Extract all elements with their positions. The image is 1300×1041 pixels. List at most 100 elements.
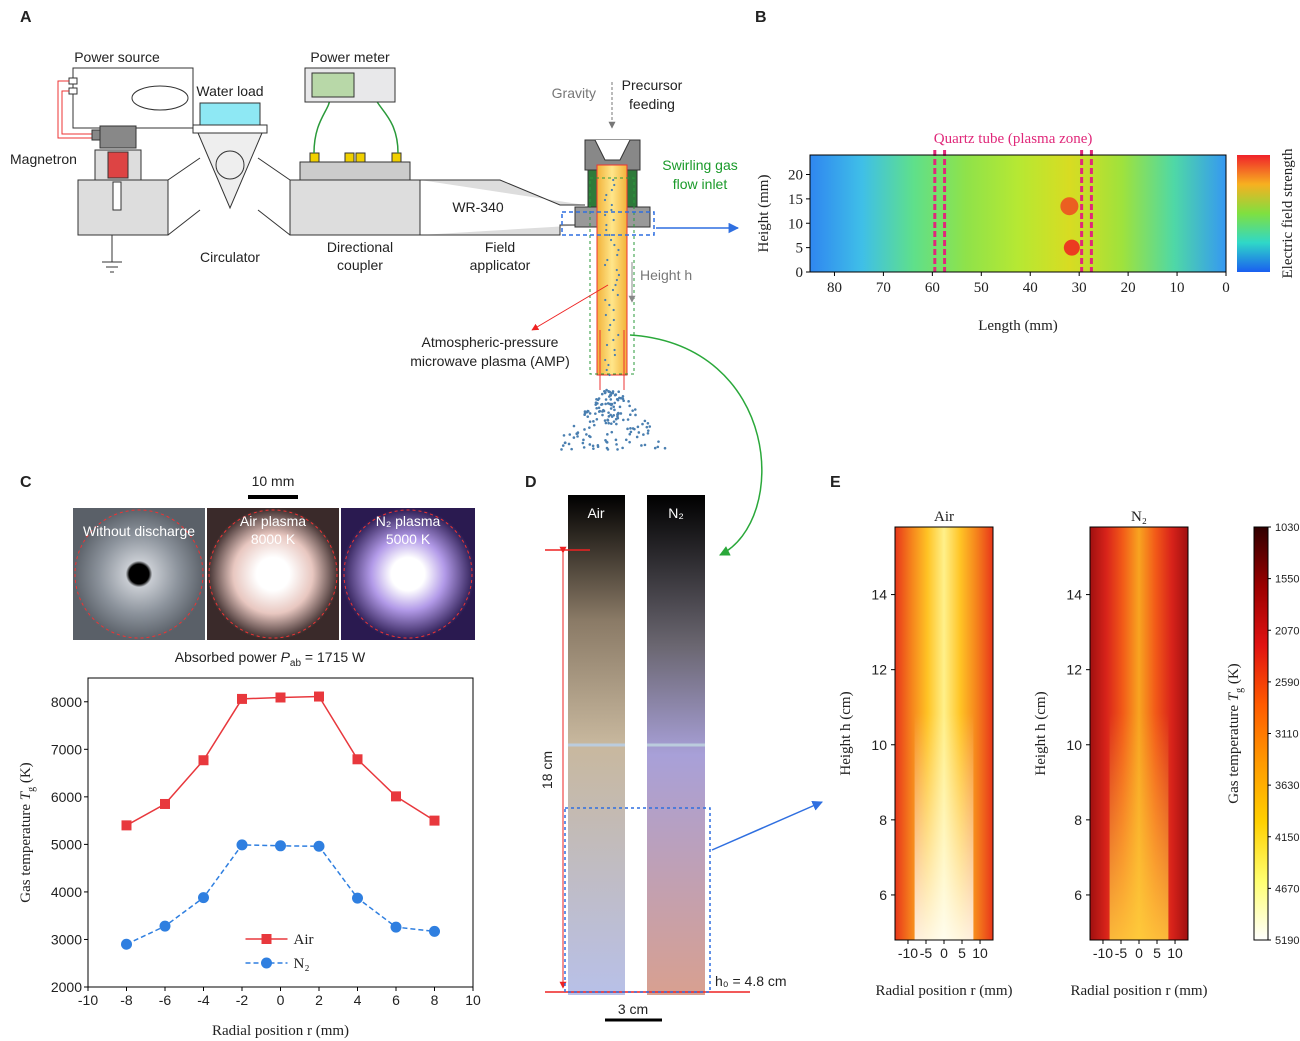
x-tick-label: 10 <box>1167 945 1183 961</box>
label: Field <box>485 239 515 255</box>
y-tick-label: 10 <box>1066 737 1082 753</box>
y-tick-label: 6 <box>879 887 887 903</box>
panel-label: E <box>830 474 841 491</box>
legend-marker <box>262 934 272 944</box>
x-tick-label: 40 <box>1023 280 1038 296</box>
marker <box>352 893 363 904</box>
label: Gravity <box>552 85 596 101</box>
h0-label: h₀ = 4.8 cm <box>715 973 787 989</box>
colorbar-tick-label: 3110 <box>1275 729 1299 741</box>
marker <box>199 755 209 765</box>
series-line <box>127 845 435 944</box>
label: Atmospheric-pressure <box>422 334 559 350</box>
colorbar-tick-label: 4670 <box>1275 883 1299 895</box>
label: Directional <box>327 239 393 255</box>
y-tick-label: 14 <box>871 587 887 603</box>
colorbar-tick-label: 3630 <box>1275 780 1299 792</box>
marker <box>237 839 248 850</box>
heatmap-title: N₂ <box>1131 509 1147 525</box>
photo-label: N₂ plasma <box>376 513 441 529</box>
x-tick-label: 10 <box>972 945 988 961</box>
marker <box>276 692 286 702</box>
colorbar <box>1237 155 1270 272</box>
x-tick-label: 0 <box>277 992 285 1008</box>
label: WR-340 <box>452 199 504 215</box>
marker <box>121 939 132 950</box>
caption: Absorbed power Pab = 1715 W <box>175 649 366 669</box>
axis-label: Height h (cm) <box>1033 691 1049 775</box>
x-tick-label: -6 <box>159 992 172 1008</box>
scale-label: 3 cm <box>618 1001 648 1017</box>
colorbar-tick-label: 2590 <box>1275 677 1299 689</box>
marker <box>198 892 209 903</box>
x-tick-label: -5 <box>920 945 933 961</box>
x-tick-label: 10 <box>1170 280 1185 296</box>
label: flow inlet <box>673 176 728 192</box>
axis-label: Height (mm) <box>756 175 772 253</box>
axis-label: Height h (cm) <box>838 691 854 775</box>
y-tick-label: 12 <box>1066 662 1082 678</box>
marker <box>429 926 440 937</box>
axis-label: Gas temperature Tg (K) <box>1226 663 1245 803</box>
length-label: 18 cm <box>539 751 555 789</box>
y-tick-label: 12 <box>871 662 887 678</box>
x-tick-label: 0 <box>1135 945 1143 961</box>
label: Swirling gas <box>662 157 737 173</box>
x-tick-label: -10 <box>1093 945 1113 961</box>
photo-label: 8000 K <box>251 531 296 547</box>
panel-label: B <box>755 9 767 26</box>
heatmap-title: Air <box>934 509 954 525</box>
legend-marker <box>261 958 272 969</box>
x-tick-label: 0 <box>940 945 948 961</box>
marker <box>391 922 402 933</box>
figure: A B C D E Power source Water load Po <box>0 0 1300 1041</box>
photo-label: 5000 K <box>386 531 431 547</box>
heatmap-shade <box>1110 527 1169 940</box>
x-tick-label: -10 <box>898 945 918 961</box>
label: Power source <box>74 49 160 65</box>
x-tick-label: -2 <box>236 992 249 1008</box>
legend-label: N₂ <box>294 956 310 972</box>
y-tick-label: 8 <box>879 812 887 828</box>
panel-label: C <box>20 474 32 491</box>
x-tick-label: -5 <box>1115 945 1128 961</box>
panel-label: D <box>525 474 537 491</box>
y-tick-label: 6 <box>1074 887 1082 903</box>
series-line <box>127 697 435 826</box>
colorbar-tick-label: 1550 <box>1275 574 1299 586</box>
y-tick-label: 7000 <box>51 741 82 757</box>
label: feeding <box>629 96 675 112</box>
x-tick-label: 5 <box>1153 945 1161 961</box>
marker <box>353 754 363 764</box>
y-tick-label: 8 <box>1074 812 1082 828</box>
y-tick-label: 15 <box>788 192 803 208</box>
tube-label: Air <box>587 505 604 521</box>
x-tick-label: 4 <box>354 992 362 1008</box>
x-tick-label: 10 <box>465 992 481 1008</box>
x-tick-label: 5 <box>958 945 966 961</box>
marker <box>314 841 325 852</box>
y-tick-label: 5000 <box>51 836 82 852</box>
x-tick-label: 0 <box>1222 280 1230 296</box>
photo-label: Air plasma <box>240 513 306 529</box>
axis-label: Electric field strength <box>1280 148 1296 278</box>
label: Power meter <box>310 49 390 65</box>
y-tick-label: 10 <box>871 737 887 753</box>
x-tick-label: 30 <box>1072 280 1087 296</box>
axis-label: Length (mm) <box>978 318 1058 334</box>
label: coupler <box>337 257 383 273</box>
y-tick-label: 8000 <box>51 694 82 710</box>
colorbar-tick-label: 1030 <box>1275 522 1299 534</box>
label: Circulator <box>200 249 260 265</box>
y-tick-label: 6000 <box>51 789 82 805</box>
x-tick-label: 80 <box>827 280 842 296</box>
marker <box>237 694 247 704</box>
colorbar-tick-label: 2070 <box>1275 625 1299 637</box>
photo-label: Without discharge <box>83 523 195 539</box>
colorbar-tick-label: 4150 <box>1275 832 1299 844</box>
y-tick-label: 4000 <box>51 884 82 900</box>
y-tick-label: 5 <box>796 241 804 257</box>
heatmap-shade <box>915 527 974 940</box>
label: Height h <box>640 267 692 283</box>
label: Magnetron <box>10 151 77 167</box>
